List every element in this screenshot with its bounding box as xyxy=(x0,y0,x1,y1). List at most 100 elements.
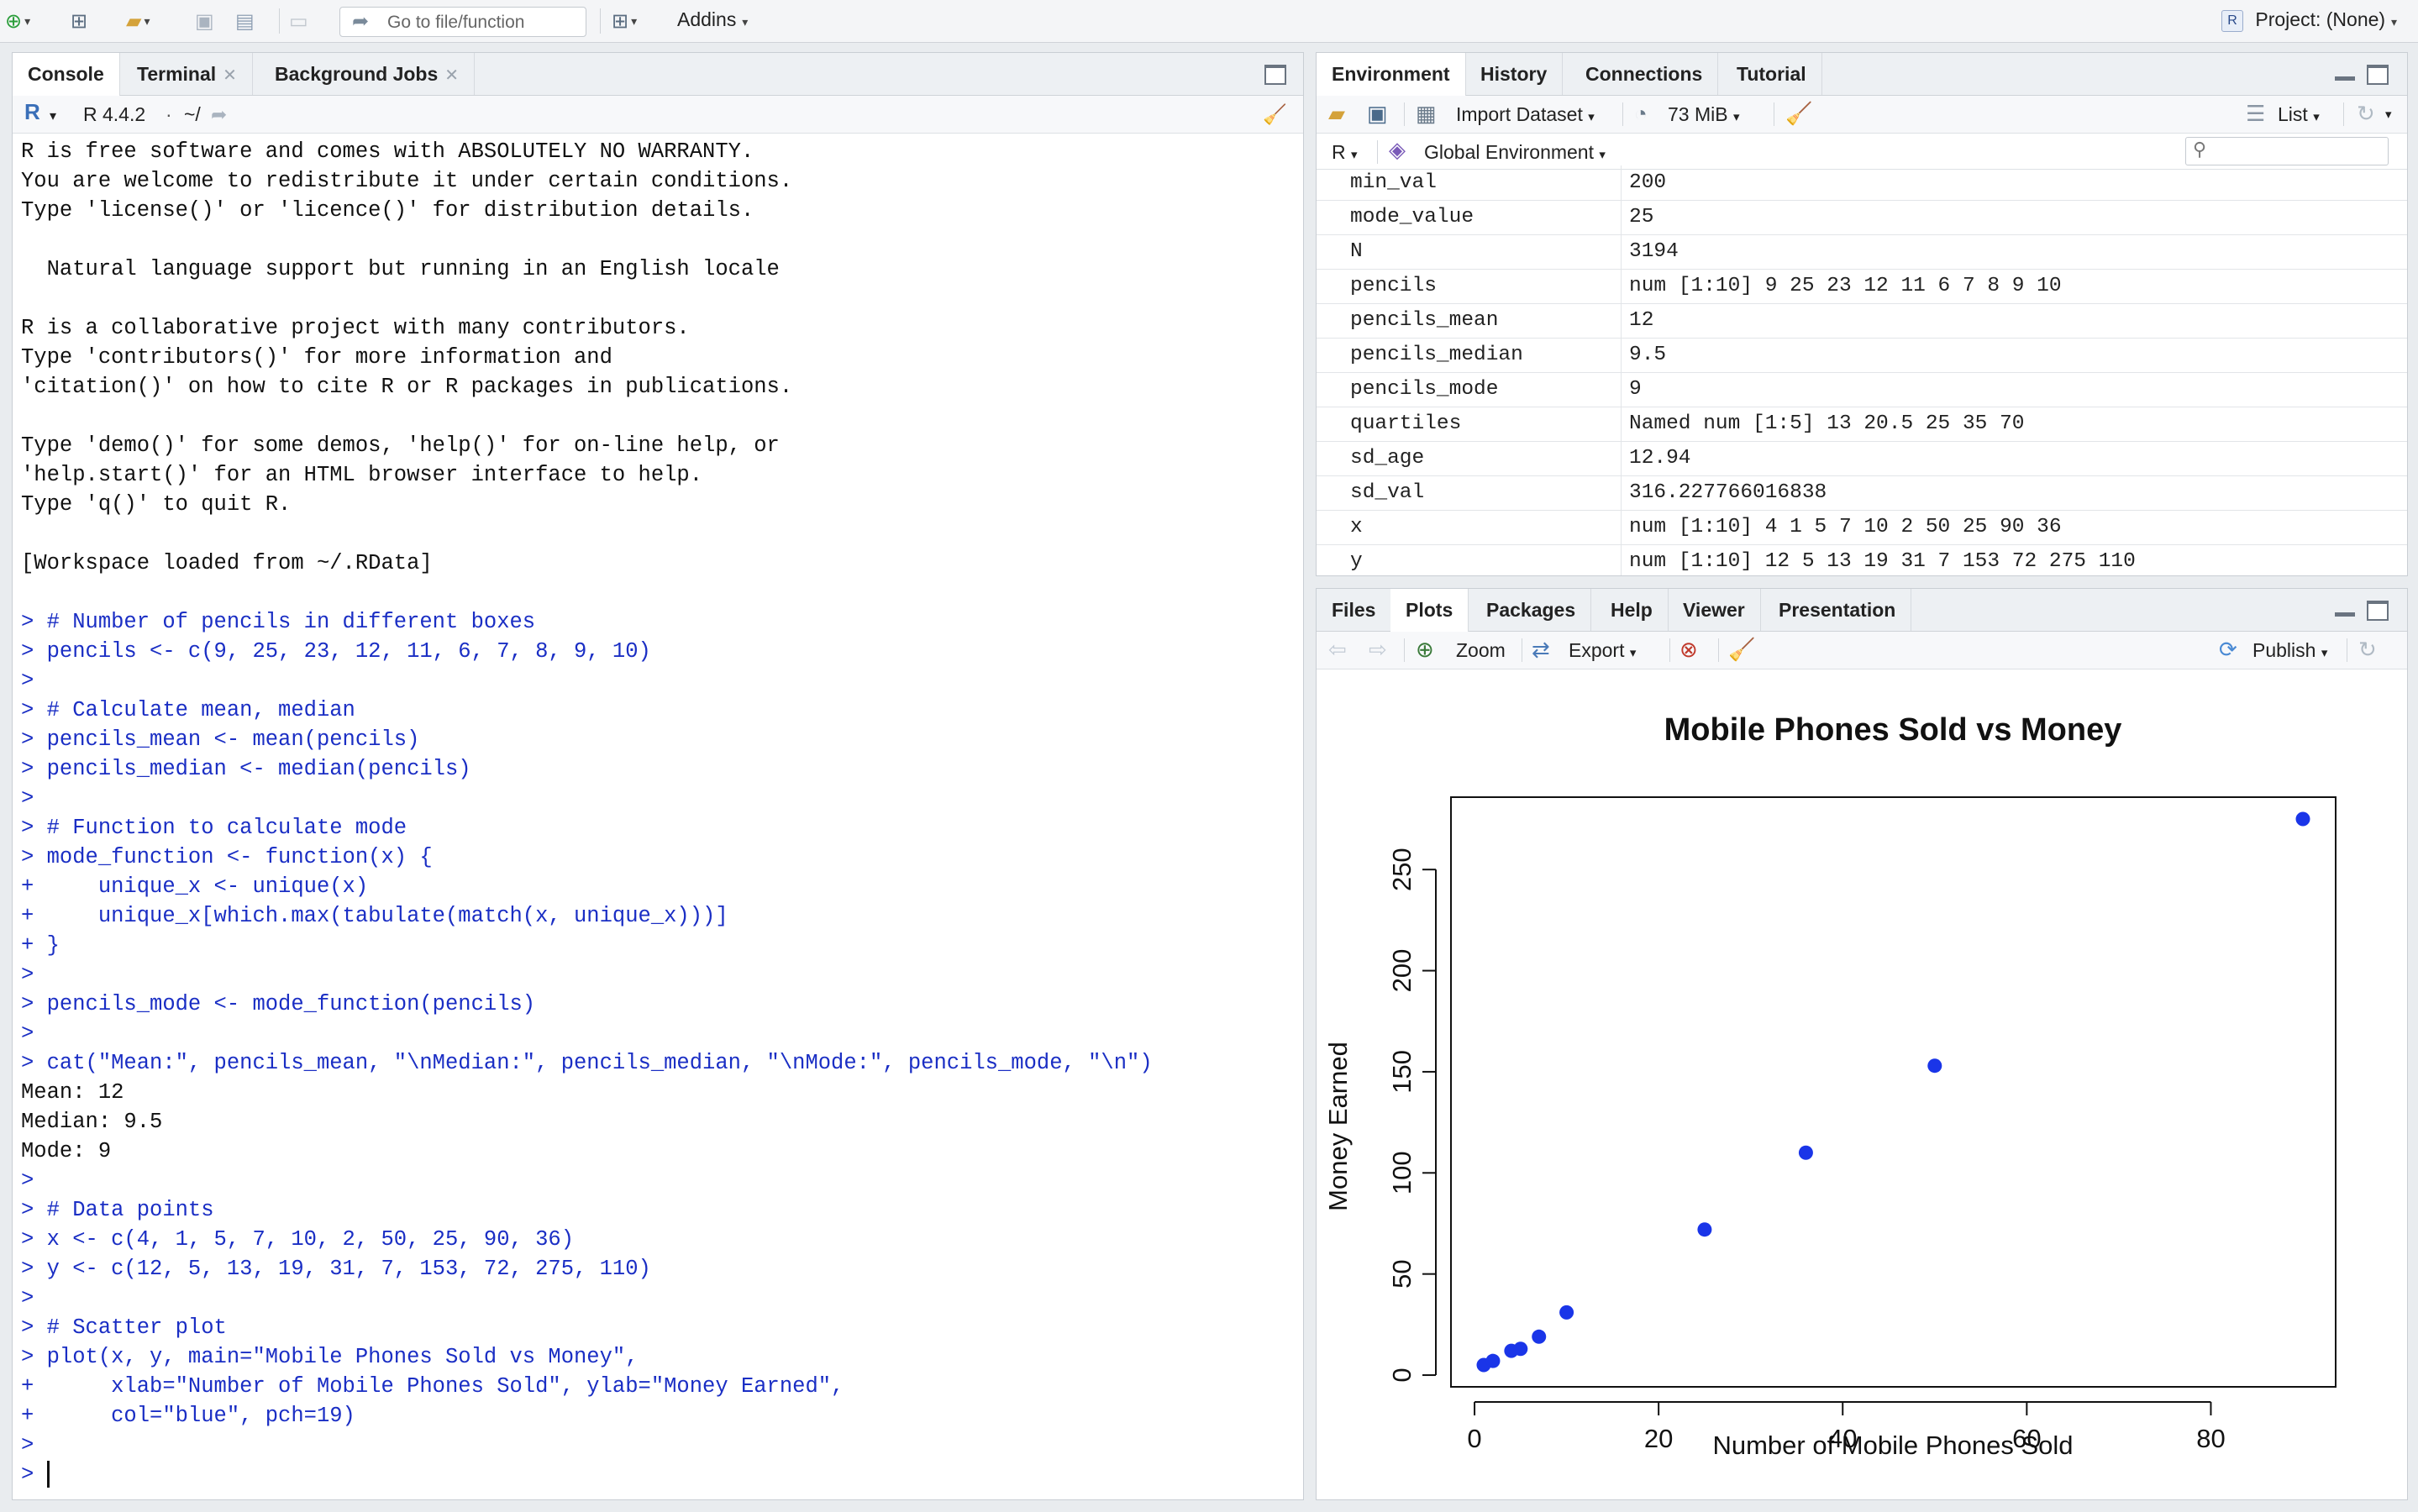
y-axis-label: Money Earned xyxy=(1323,1042,1353,1211)
scope-menu[interactable]: Global Environment ▾ xyxy=(1424,141,1606,163)
publish-menu[interactable]: Publish ▾ xyxy=(2252,639,2328,661)
save-all-icon[interactable]: ▤ xyxy=(235,9,255,33)
tab-packages[interactable]: Packages xyxy=(1471,589,1592,631)
env-row[interactable]: sd_val 316.227766016838 xyxy=(1317,475,2407,511)
console-pane: Console Terminal ✕ Background Jobs ✕ R ▾ R… xyxy=(12,52,1304,1500)
env-row[interactable]: min_val 200 xyxy=(1317,165,2407,201)
tab-background-jobs[interactable]: Background Jobs ✕ xyxy=(260,53,476,95)
env-var-value: 12.94 xyxy=(1629,447,1691,470)
save-workspace-icon[interactable]: ▣ xyxy=(1367,101,1388,126)
console-line: You are welcome to redistribute it under… xyxy=(21,169,793,193)
console-line xyxy=(21,225,1296,255)
env-row[interactable]: pencils_mean 12 xyxy=(1317,303,2407,339)
y-tick-label: 0 xyxy=(1387,1368,1417,1382)
env-row[interactable]: mode_value 25 xyxy=(1317,200,2407,235)
language-menu[interactable]: R ▾ xyxy=(1332,141,1358,163)
env-row[interactable]: pencils_median 9.5 xyxy=(1317,338,2407,373)
column-divider xyxy=(1621,544,1622,575)
minimize-pane-icon[interactable] xyxy=(2335,612,2355,617)
env-var-value: 316.227766016838 xyxy=(1629,481,1827,504)
export-menu[interactable]: Export ▾ xyxy=(1569,639,1637,661)
environment-search-input[interactable]: ⚲ xyxy=(2185,137,2389,165)
x-tick-label: 20 xyxy=(1644,1424,1673,1453)
env-row[interactable]: quartiles Named num [1:5] 13 20.5 25 35 7… xyxy=(1317,407,2407,442)
view-mode-menu[interactable]: List ▾ xyxy=(2278,103,2320,125)
env-var-name: pencils xyxy=(1350,275,1437,297)
print-icon[interactable]: ▭ xyxy=(289,9,308,33)
console-line: > mode_function <- function(x) { xyxy=(21,845,433,869)
arrow-left-icon[interactable]: ⇦ xyxy=(1328,637,1347,662)
refresh-icon[interactable]: ↻ xyxy=(2358,637,2377,662)
column-divider xyxy=(1621,269,1622,303)
env-row[interactable]: sd_age 12.94 xyxy=(1317,441,2407,476)
tab-environment[interactable]: Environment xyxy=(1317,53,1466,96)
tab-tutorial[interactable]: Tutorial xyxy=(1722,53,1822,95)
environment-scope-bar: R ▾ ◈ Global Environment ▾ ⚲ xyxy=(1317,134,2407,170)
load-workspace-icon[interactable]: ▰ xyxy=(1328,101,1345,126)
tab-help[interactable]: Help xyxy=(1595,589,1669,631)
maximize-pane-icon[interactable] xyxy=(2367,65,2389,85)
console-line xyxy=(21,284,1296,313)
tab-history[interactable]: History xyxy=(1465,53,1564,95)
env-row[interactable]: pencils num [1:10] 9 25 23 12 11 6 7 8 9 … xyxy=(1317,269,2407,304)
broom-icon[interactable]: 🧹 xyxy=(1785,101,1813,126)
refresh-icon[interactable]: ↻ xyxy=(2357,101,2375,126)
new-file-icon[interactable]: ⊕ ▾ xyxy=(5,9,31,33)
zoom-icon: ⊕ xyxy=(1416,637,1434,662)
broom-icon[interactable]: 🧹 xyxy=(1728,637,1756,662)
console-prompt[interactable]: > xyxy=(21,1460,1296,1489)
console-line xyxy=(21,578,1296,607)
column-divider xyxy=(1621,165,1622,200)
env-row[interactable]: pencils_mode 9 xyxy=(1317,372,2407,407)
plots-pane: Files Plots Packages Help Viewer Present… xyxy=(1316,588,2408,1500)
goto-file-input[interactable]: ➦ Go to file/function xyxy=(339,7,586,37)
y-tick-label: 200 xyxy=(1387,949,1417,993)
console-line: + unique_x <- unique(x) xyxy=(21,874,369,899)
console-line: > xyxy=(21,963,34,987)
export-icon: ⇄ xyxy=(1532,637,1550,662)
addins-menu[interactable]: Addins ▾ xyxy=(677,8,749,30)
env-row[interactable]: x num [1:10] 4 1 5 7 10 2 50 25 90 36 xyxy=(1317,510,2407,545)
console-line: > # Data points xyxy=(21,1198,214,1222)
maximize-pane-icon[interactable] xyxy=(2367,601,2389,621)
tab-plots[interactable]: Plots xyxy=(1390,589,1469,632)
zoom-button[interactable]: Zoom xyxy=(1456,639,1506,661)
clear-console-icon[interactable]: 🧹 xyxy=(1263,103,1287,125)
import-dataset-menu[interactable]: Import Dataset ▾ xyxy=(1456,103,1595,125)
column-divider xyxy=(1621,303,1622,338)
y-tick-label: 250 xyxy=(1387,848,1417,891)
x-tick-label: 80 xyxy=(2196,1424,2225,1453)
restore-pane-icon[interactable] xyxy=(1264,65,1286,85)
project-menu[interactable]: R Project: (None) ▾ xyxy=(2221,8,2397,32)
close-icon[interactable]: ✕ xyxy=(223,66,237,85)
arrow-right-icon[interactable]: ⇨ xyxy=(1369,637,1387,662)
column-divider xyxy=(1621,475,1622,510)
tab-console[interactable]: Console xyxy=(13,53,120,96)
env-var-name: x xyxy=(1350,516,1363,538)
close-icon[interactable]: ✕ xyxy=(444,66,460,85)
console-line: > cat("Mean:", pencils_mean, "\nMedian:"… xyxy=(21,1051,1153,1075)
new-project-icon[interactable]: ⊞ xyxy=(71,9,88,33)
minimize-pane-icon[interactable] xyxy=(2335,76,2355,81)
data-point xyxy=(1532,1329,1547,1344)
chevron-down-icon[interactable]: ▾ xyxy=(50,109,57,123)
save-icon[interactable]: ▣ xyxy=(195,9,214,33)
env-row[interactable]: N 3194 xyxy=(1317,234,2407,270)
tab-files[interactable]: Files xyxy=(1317,589,1392,631)
grid-layout-icon[interactable]: ⊞ ▾ xyxy=(612,9,638,33)
env-row[interactable]: y num [1:10] 12 5 13 19 31 7 153 72 275 1… xyxy=(1317,544,2407,575)
env-var-name: min_val xyxy=(1350,171,1437,194)
remove-plot-icon[interactable]: ⊗ xyxy=(1679,637,1698,662)
environment-tabbar: Environment History Connections Tutorial xyxy=(1317,53,2407,96)
y-tick-label: 50 xyxy=(1387,1259,1417,1288)
memory-usage-menu[interactable]: 73 MiB ▾ xyxy=(1668,103,1740,125)
console-line: > # Number of pencils in different boxes xyxy=(21,610,536,634)
goto-dir-icon[interactable]: ➦ xyxy=(211,103,228,125)
tab-connections[interactable]: Connections xyxy=(1570,53,1719,95)
tab-terminal[interactable]: Terminal ✕ xyxy=(122,53,253,95)
open-file-icon[interactable]: ▰ ▾ xyxy=(126,9,150,33)
tab-presentation[interactable]: Presentation xyxy=(1764,589,1912,631)
arrow-right-icon: ➦ xyxy=(352,10,370,33)
tab-viewer[interactable]: Viewer xyxy=(1668,589,1761,631)
console-output[interactable]: R is free software and comes with ABSOLU… xyxy=(21,137,1296,1499)
